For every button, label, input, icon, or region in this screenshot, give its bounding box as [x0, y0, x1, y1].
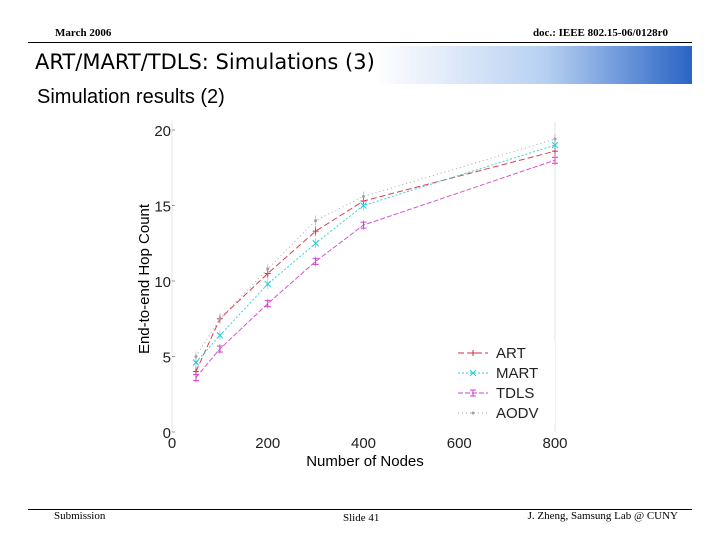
series-line-mart: [195, 144, 556, 363]
title-bar: [28, 46, 692, 84]
marker-stroke: [264, 280, 272, 288]
x-tick-label: 200: [255, 435, 280, 452]
data-point-mart: [264, 280, 272, 288]
header-divider: [28, 42, 692, 43]
y-tick-label: 5: [163, 350, 171, 367]
footer-submission: Submission: [54, 510, 106, 522]
data-point-aodv: [314, 219, 318, 223]
x-tick-label: 600: [447, 435, 472, 452]
legend-marker-mart: [469, 369, 477, 377]
data-point-aodv: [553, 137, 557, 141]
data-point-tdls: [360, 221, 367, 229]
header-date: March 2006: [55, 27, 112, 39]
marker-stroke: [551, 141, 559, 149]
data-point-aodv: [362, 194, 365, 198]
marker-stroke: [192, 374, 199, 382]
data-point-aodv: [218, 317, 222, 321]
data-point-mart: [312, 239, 319, 247]
marker-dot: [218, 317, 222, 321]
marker-dot: [194, 355, 198, 358]
footer-author: J. Zheng, Samsung Lab @ CUNY: [527, 510, 678, 522]
data-point-mart: [551, 141, 559, 149]
marker-stroke: [216, 332, 224, 339]
x-axis-label: Number of Nodes: [306, 453, 424, 470]
y-axis-label: End-to-end Hop Count: [136, 203, 153, 354]
x-tick-label: 0: [168, 435, 176, 452]
y-tick-label: 15: [154, 199, 171, 216]
data-point-tdls: [552, 156, 558, 164]
chart-series: [192, 134, 559, 383]
marker-stroke: [469, 369, 477, 377]
marker-dot: [266, 267, 270, 271]
slide-subtitle: Simulation results (2): [37, 86, 225, 108]
marker-dot: [362, 194, 365, 198]
data-point-mart: [192, 359, 200, 366]
legend-marker-art: [470, 350, 476, 356]
y-tick-label: 0: [163, 425, 171, 442]
y-tick-label: 20: [154, 123, 171, 140]
series-line-art: [195, 150, 556, 372]
legend-marker-aodv: [471, 411, 475, 415]
data-point-art: [312, 228, 319, 235]
marker-stroke: [312, 239, 319, 247]
legend-label-mart: MART: [496, 365, 538, 382]
y-tick-label: 10: [154, 274, 171, 291]
legend-box: [450, 341, 555, 423]
marker-dot: [314, 219, 318, 223]
footer-divider: [28, 509, 692, 510]
data-point-mart: [360, 202, 367, 209]
marker-stroke: [192, 359, 200, 366]
data-point-aodv: [266, 267, 270, 271]
data-point-tdls: [264, 300, 271, 308]
chart-legend: ART MART TDLS AODV: [450, 341, 555, 423]
legend-marker-tdls: [470, 389, 476, 397]
data-point-mart: [216, 332, 224, 339]
marker-stroke: [312, 257, 319, 265]
data-point-tdls: [312, 257, 319, 265]
marker-stroke: [264, 300, 271, 308]
data-point-tdls: [192, 374, 199, 382]
legend-label-aodv: AODV: [496, 405, 539, 422]
marker-stroke: [470, 389, 476, 397]
data-point-tdls: [216, 345, 223, 353]
legend-label-art: ART: [496, 345, 526, 362]
marker-stroke: [552, 156, 558, 164]
slide-title: ART/MART/TDLS: Simulations (3): [35, 50, 375, 74]
x-tick-label: 800: [542, 435, 567, 452]
footer-slide-number: Slide 41: [343, 512, 380, 524]
marker-dot: [471, 411, 475, 415]
header-doc-id: doc.: IEEE 802.15-06/0128r0: [532, 27, 668, 39]
series-line-tdls: [195, 159, 556, 378]
data-point-aodv: [194, 355, 198, 358]
marker-stroke: [360, 202, 367, 209]
series-line-aodv: [195, 138, 556, 357]
marker-stroke: [360, 221, 367, 229]
marker-dot: [553, 137, 557, 141]
x-tick-label: 400: [351, 435, 376, 452]
marker-stroke: [216, 345, 223, 353]
legend-label-tdls: TDLS: [496, 385, 534, 402]
